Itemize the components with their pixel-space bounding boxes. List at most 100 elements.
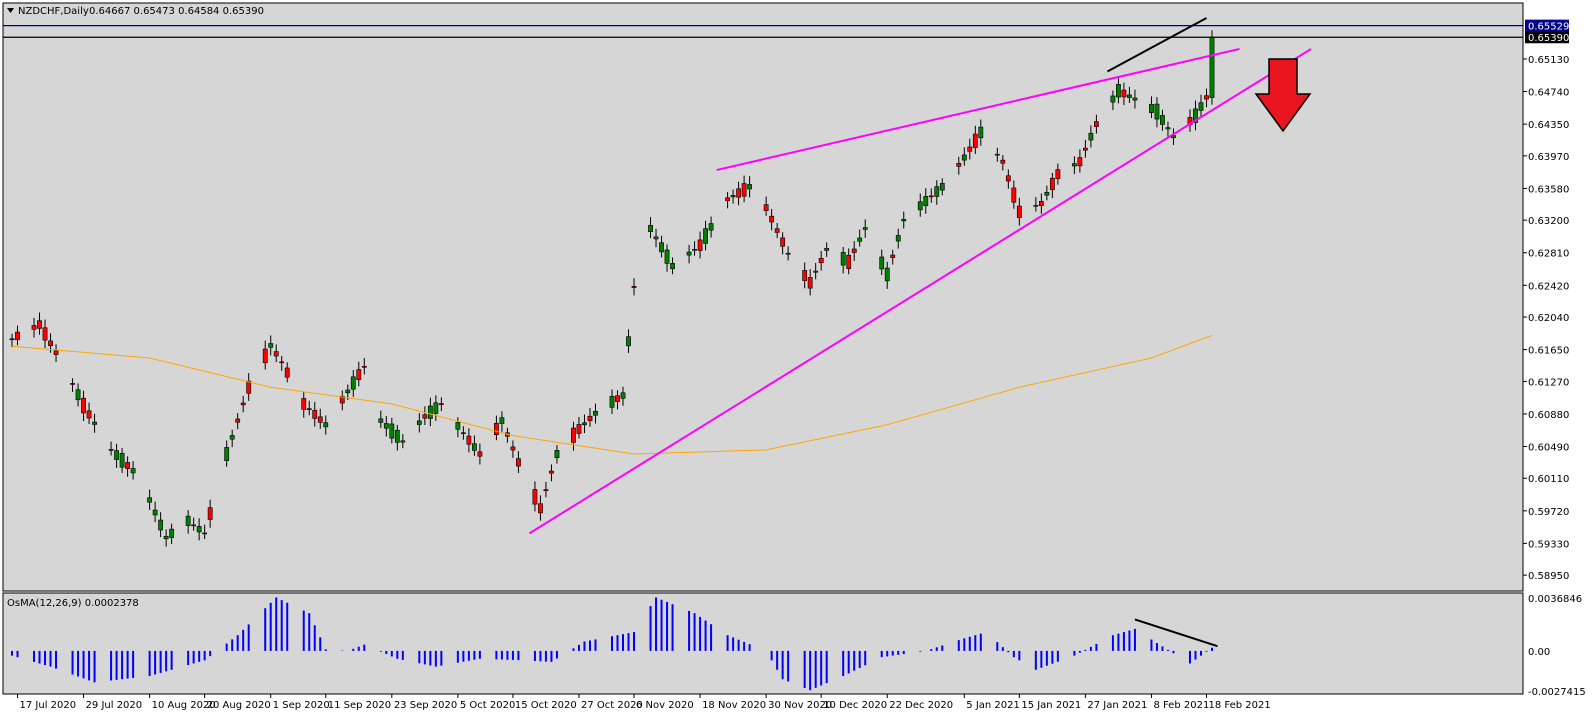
candle-2020-10-28 xyxy=(582,414,587,434)
candle-2021-01-05 xyxy=(961,147,967,166)
candle-2020-07-29 xyxy=(81,390,86,422)
candle-2020-09-09 xyxy=(312,401,318,427)
candle-body xyxy=(75,389,81,401)
candle-body xyxy=(697,239,703,251)
chart-menu-icon[interactable] xyxy=(7,8,14,13)
candle-2020-08-26 xyxy=(235,413,241,430)
candle-body xyxy=(576,424,582,434)
candle-body xyxy=(686,251,692,256)
candle-2020-11-02 xyxy=(609,389,615,415)
osma-histogram xyxy=(11,597,1213,691)
candle-2020-11-12 xyxy=(664,244,670,272)
candle-2020-10-30 xyxy=(593,403,598,424)
candle-body xyxy=(1198,102,1204,111)
candle-2020-10-27 xyxy=(576,416,582,439)
date-label: 18 Nov 2020 xyxy=(702,700,766,711)
candle-body xyxy=(1033,204,1039,207)
price-label: 0.63970 xyxy=(1528,152,1569,163)
price-label: 0.60110 xyxy=(1528,474,1569,485)
candle-body xyxy=(978,126,984,139)
candle-2020-12-17 xyxy=(857,229,863,247)
candle-body xyxy=(813,270,819,273)
candle-2020-11-19 xyxy=(703,220,708,251)
candle-body xyxy=(191,524,197,527)
candle-body xyxy=(934,186,940,197)
candle-body xyxy=(1154,103,1160,120)
candle-body xyxy=(972,133,978,148)
candle-2021-01-11 xyxy=(994,147,1000,162)
candle-body xyxy=(427,405,433,419)
candle-2020-09-17 xyxy=(356,361,362,387)
candle-2020-12-14 xyxy=(840,246,846,274)
candle-body xyxy=(879,256,885,270)
candle-2020-12-15 xyxy=(846,248,852,275)
candle-body xyxy=(510,446,516,451)
candle-body xyxy=(615,395,620,402)
candle-2021-02-19 xyxy=(1209,30,1215,105)
candle-body xyxy=(620,392,626,399)
candle-2021-01-12 xyxy=(1000,155,1006,171)
candle-body xyxy=(1038,200,1044,206)
candle-body xyxy=(890,254,896,258)
candle-body xyxy=(312,409,318,419)
candle-2020-08-07 xyxy=(130,461,136,480)
candle-2020-07-17 xyxy=(15,325,20,346)
candle-2020-10-12 xyxy=(494,415,499,441)
candle-body xyxy=(1005,175,1011,182)
candle-2020-10-22 xyxy=(549,464,554,482)
candle-2020-07-30 xyxy=(86,402,92,424)
candle-2020-09-28 xyxy=(416,413,422,433)
candle-2020-11-05 xyxy=(626,329,631,353)
candle-2020-08-17 xyxy=(185,510,191,534)
candle-body xyxy=(1094,121,1099,127)
candle-body xyxy=(1082,147,1088,151)
date-label: 17 Jul 2020 xyxy=(20,700,77,711)
candle-2020-08-11 xyxy=(152,501,158,523)
candle-body xyxy=(939,183,945,191)
candle-2021-01-14 xyxy=(1011,180,1017,209)
candle-body xyxy=(571,427,576,443)
candle-body xyxy=(306,408,312,410)
candle-2021-01-15 xyxy=(1016,197,1022,226)
candle-2020-12-24 xyxy=(895,228,901,249)
candle-body xyxy=(956,162,962,167)
candle-body xyxy=(703,228,708,244)
candle-2020-09-23 xyxy=(389,417,395,444)
candle-2021-02-11 xyxy=(1165,121,1171,137)
date-label: 29 Jul 2020 xyxy=(86,700,143,711)
candle-2020-09-04 xyxy=(284,362,290,383)
price-label: 0.63200 xyxy=(1528,216,1569,227)
date-label: 10 Aug 2020 xyxy=(152,700,216,711)
high-price-tag xyxy=(1525,19,1569,32)
candle-2021-02-02 xyxy=(1116,78,1121,104)
candle-body xyxy=(389,423,395,439)
candle-body xyxy=(284,367,290,378)
candle-2020-10-26 xyxy=(571,421,576,451)
candle-body xyxy=(92,421,97,425)
candle-2020-10-01 xyxy=(433,395,439,421)
candle-body xyxy=(824,248,830,251)
candle-body xyxy=(917,201,923,211)
candle-2020-10-02 xyxy=(438,397,444,412)
moving-average-line xyxy=(11,334,1213,455)
osma-pane[interactable] xyxy=(2,592,1524,695)
horizontal-lines-layer xyxy=(3,25,1523,38)
candle-2021-01-22 xyxy=(1055,163,1061,185)
candle-2021-01-26 xyxy=(1077,149,1083,173)
chart-symbol: NZDCHF,Daily xyxy=(18,6,89,17)
candle-2021-01-21 xyxy=(1049,172,1055,199)
price-axis: 0.65130 0.64740 0.64350 0.63970 0.63580 0.632… xyxy=(1523,55,1569,582)
candle-body xyxy=(108,448,114,451)
candle-2020-08-13 xyxy=(163,529,169,547)
candle-body xyxy=(857,237,863,242)
candle-body xyxy=(1209,36,1215,98)
candle-body xyxy=(433,402,439,414)
candle-body xyxy=(818,257,824,264)
candle-2021-01-13 xyxy=(1005,169,1011,189)
candle-body xyxy=(9,338,15,341)
candle-body xyxy=(840,252,846,266)
price-label: 0.59720 xyxy=(1528,507,1569,518)
candle-body xyxy=(207,507,213,520)
